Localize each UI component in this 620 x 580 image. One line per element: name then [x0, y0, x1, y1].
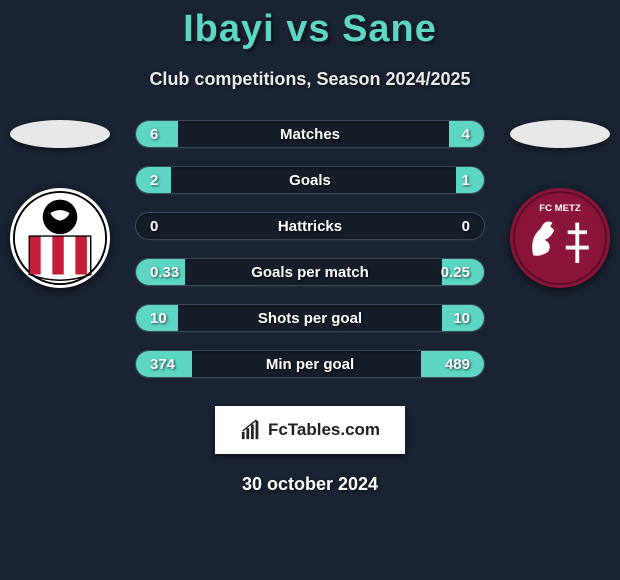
branding-box: FcTables.com	[215, 406, 405, 454]
stats-container: 6Matches42Goals10Hattricks00.33Goals per…	[135, 120, 485, 378]
stat-value-right: 489	[445, 356, 470, 373]
club-badge-left-svg	[12, 190, 108, 286]
stat-row: 0 Hattricks 0	[135, 212, 485, 240]
badge-right-text: FC METZ	[539, 203, 581, 214]
stat-value-left: 0	[150, 218, 158, 235]
comparison-date: 30 october 2024	[0, 474, 620, 495]
stat-row: 0.33 Goals per match 0.25	[135, 258, 485, 286]
season-subtitle: Club competitions, Season 2024/2025	[0, 69, 620, 90]
stat-value-left: 10	[150, 310, 167, 327]
stat-value-right: 0.25	[441, 264, 470, 281]
stat-value-left: 6	[150, 126, 158, 143]
stat-label: Hattricks	[278, 218, 342, 235]
stat-label: Matches	[280, 126, 340, 143]
stat-fill-right	[456, 167, 484, 193]
stat-label: Goals	[289, 172, 331, 189]
club-badge-left	[10, 188, 110, 288]
stat-value-right: 0	[462, 218, 470, 235]
branding-text: FcTables.com	[268, 420, 380, 440]
comparison-title: Ibayi vs Sane	[0, 0, 620, 51]
stat-label: Min per goal	[266, 356, 354, 373]
comparison-content: FC METZ 6Matches42Goals10Hattricks00.33G…	[0, 120, 620, 378]
stat-value-left: 0.33	[150, 264, 179, 281]
stat-row: 6 Matches 4	[135, 120, 485, 148]
player-left-column	[0, 120, 120, 288]
stat-value-left: 2	[150, 172, 158, 189]
stat-value-left: 374	[150, 356, 175, 373]
stat-value-right: 10	[453, 310, 470, 327]
player-right-silhouette	[510, 120, 610, 148]
stat-row: 2 Goals 1	[135, 166, 485, 194]
stat-label: Shots per goal	[258, 310, 362, 327]
stat-row: 10 Shots per goal 10	[135, 304, 485, 332]
stat-row: 374 Min per goal 489	[135, 350, 485, 378]
player-left-silhouette	[10, 120, 110, 148]
player-right-column: FC METZ	[500, 120, 620, 288]
branding-chart-icon	[240, 419, 262, 441]
stat-value-right: 4	[462, 126, 470, 143]
club-badge-right: FC METZ	[510, 188, 610, 288]
stat-value-right: 1	[462, 172, 470, 189]
stat-label: Goals per match	[251, 264, 369, 281]
club-badge-right-svg: FC METZ	[512, 190, 608, 286]
